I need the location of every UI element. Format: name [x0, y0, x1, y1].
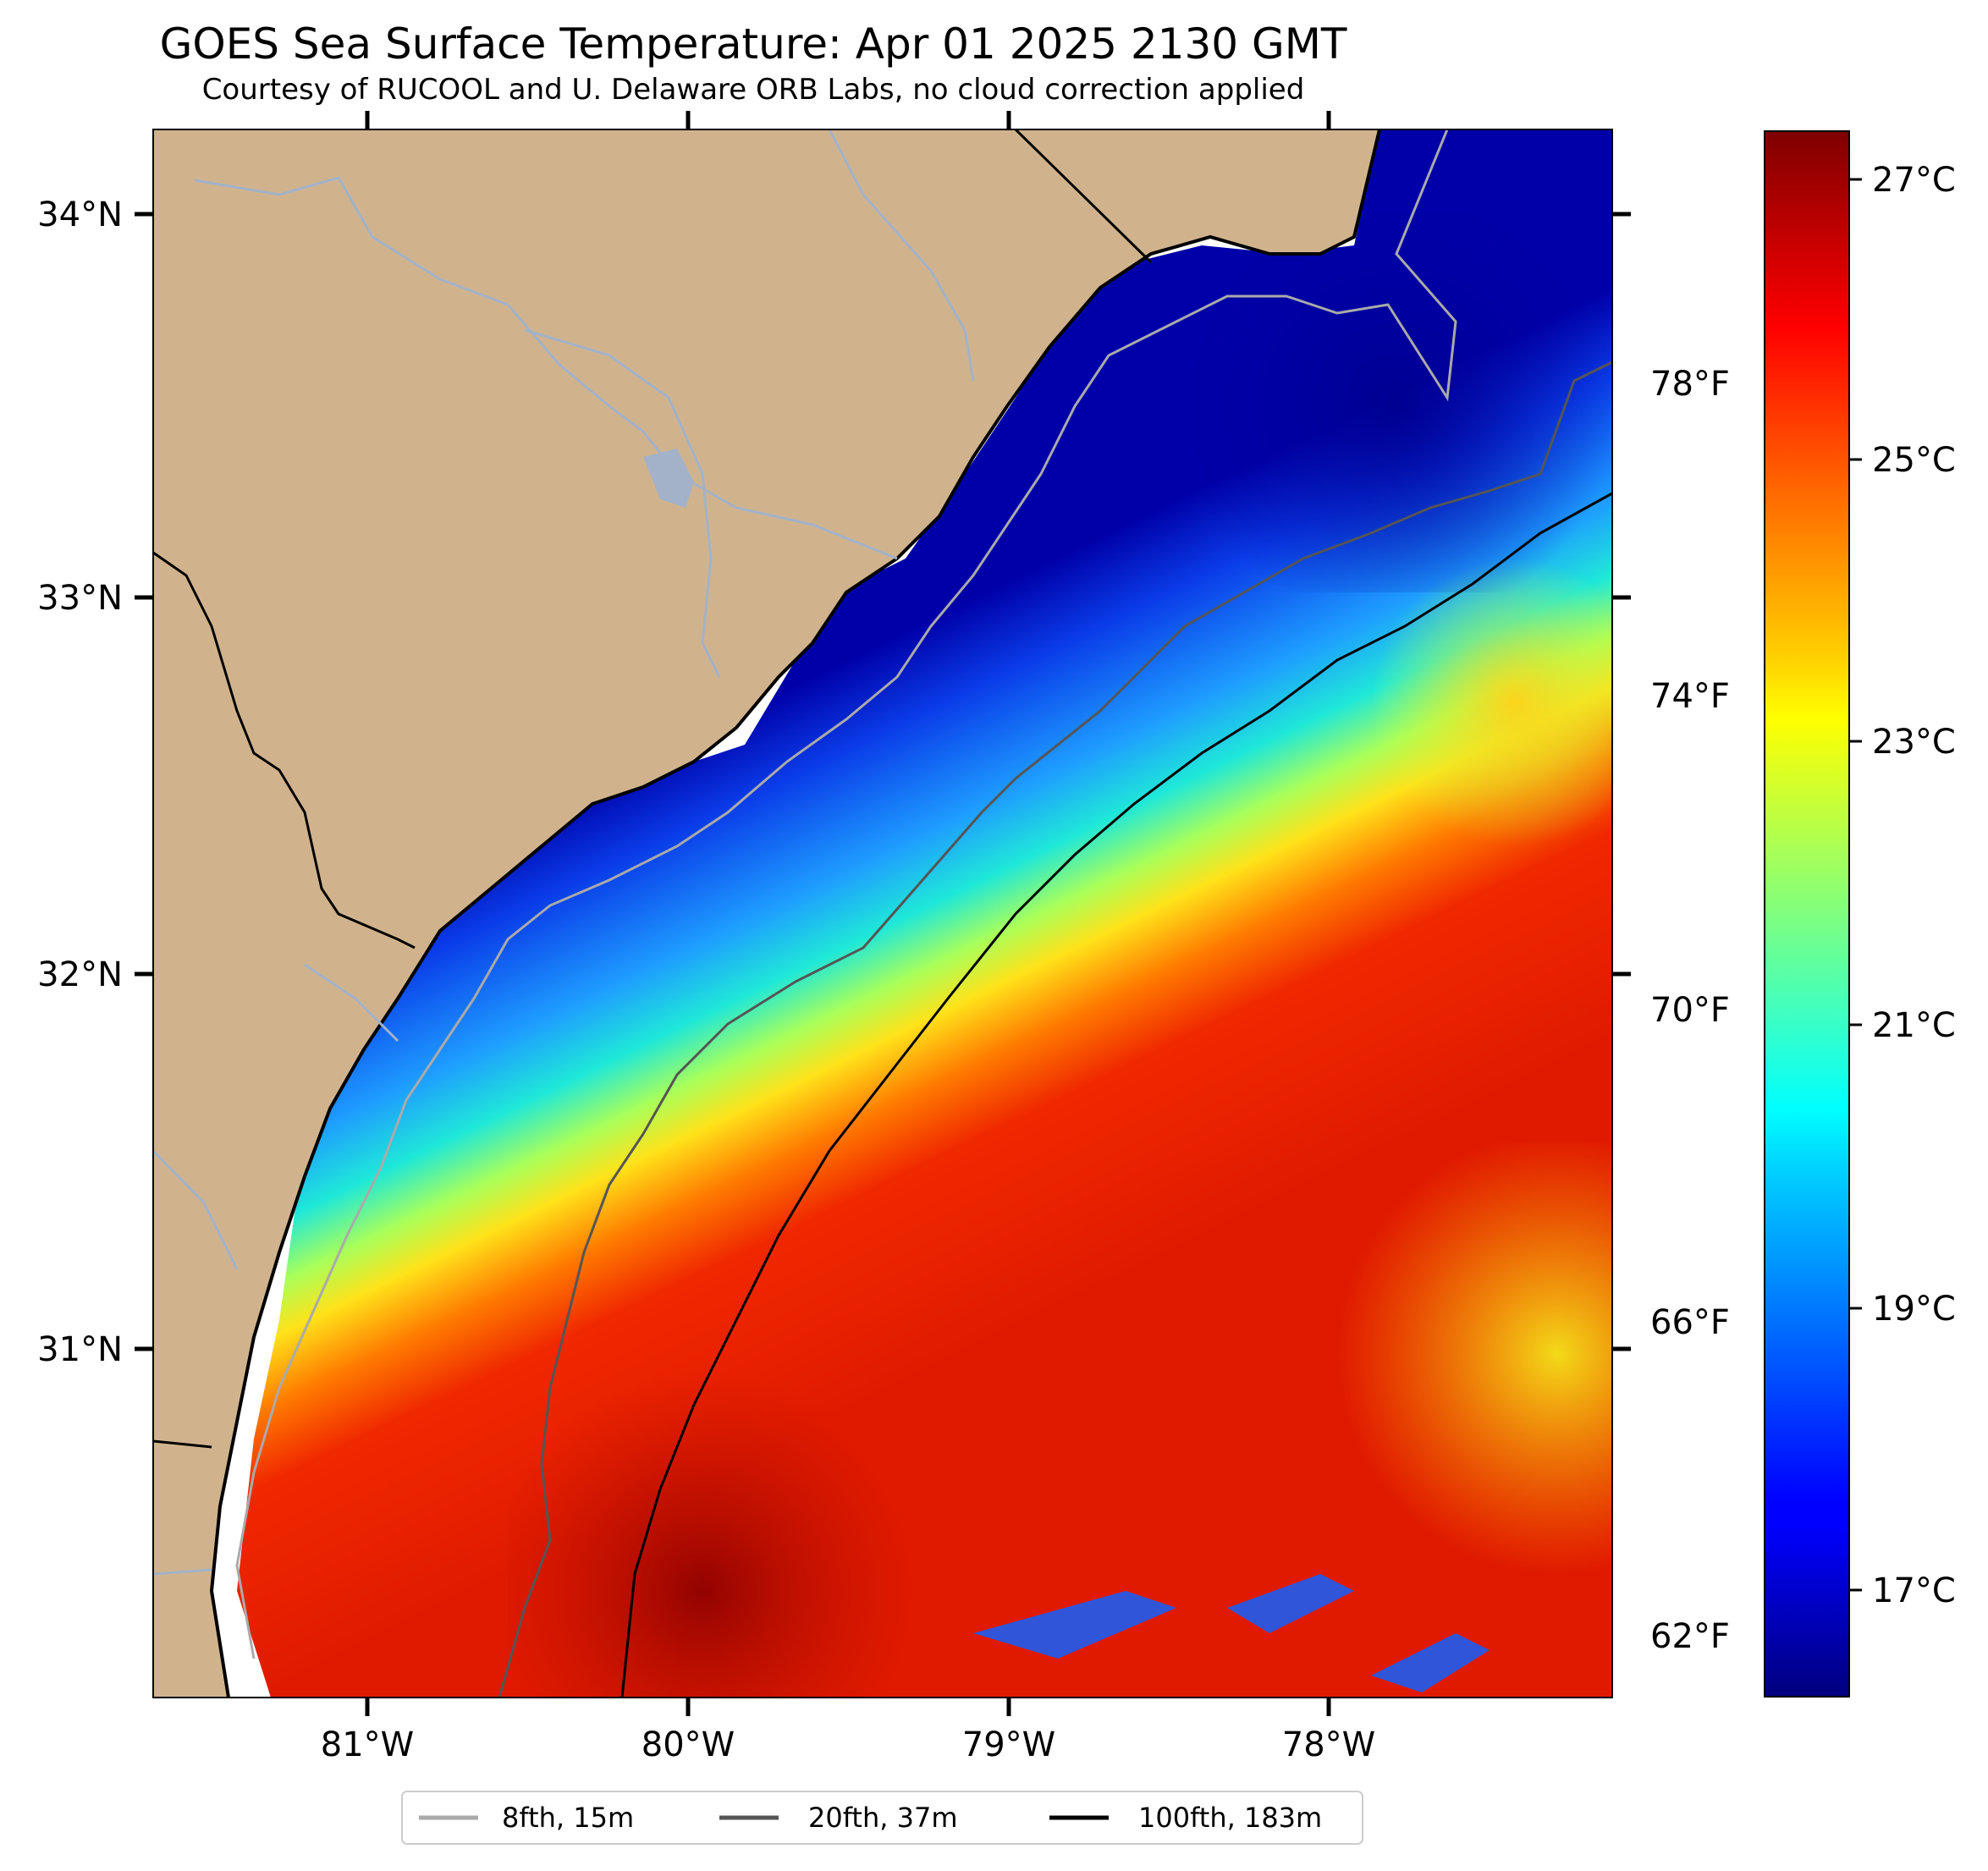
lat-tick-label: 33°N: [37, 579, 123, 618]
yellow-east-shading: [1312, 1142, 1612, 1698]
isobath-8fth: [235, 129, 1457, 1659]
legend: 8fth, 15m 20fth, 37m 100fth, 183m: [401, 1791, 1363, 1845]
isobath-20fth: [498, 360, 1612, 1698]
colorbar-gradient: [1764, 130, 1850, 1698]
celsius-label: 21°C: [1872, 1006, 1956, 1045]
lat-tick-label: 31°N: [37, 1330, 123, 1369]
celsius-label: 27°C: [1872, 161, 1956, 200]
latitude-ticks-left: [135, 212, 153, 1351]
warm-core-shading: [508, 1312, 1016, 1698]
latitude-ticks-right: [1612, 212, 1631, 1351]
celsius-label: 19°C: [1872, 1290, 1956, 1329]
fahrenheit-label: 74°F: [1650, 677, 1730, 716]
lon-tick-label: 79°W: [962, 1725, 1055, 1764]
fahrenheit-label: 62°F: [1650, 1617, 1730, 1656]
cool-patches-south: [973, 1574, 1490, 1692]
longitude-ticks: [365, 111, 1331, 1716]
lon-tick-label: 78°W: [1282, 1725, 1375, 1764]
isobath-100fth: [620, 492, 1612, 1698]
lat-tick-label: 32°N: [37, 955, 123, 994]
legend-label-20fth: 20fth, 37m: [808, 1802, 957, 1834]
state-border-ga-fl: [153, 1439, 212, 1449]
state-border-nc-sc: [1014, 129, 1153, 264]
state-border: [153, 551, 416, 949]
lat-tick-label: 34°N: [37, 195, 123, 234]
celsius-label: 25°C: [1872, 441, 1956, 480]
coastline: [209, 129, 1381, 1698]
yellow-northeast-shading: [1354, 550, 1612, 846]
land-area: [153, 129, 1379, 1698]
legend-label-100fth: 100fth, 183m: [1138, 1802, 1322, 1834]
reservoir: [643, 448, 694, 508]
map-frame: [152, 129, 1613, 1698]
dark-blue-northeast-shading: [1143, 212, 1612, 592]
fahrenheit-label: 78°F: [1650, 365, 1730, 404]
river-lines: [153, 129, 975, 1576]
celsius-label: 17°C: [1872, 1571, 1956, 1610]
legend-label-8fth: 8fth, 15m: [502, 1802, 634, 1834]
lon-tick-label: 80°W: [642, 1725, 735, 1764]
fahrenheit-label: 70°F: [1650, 991, 1730, 1030]
fahrenheit-label: 66°F: [1650, 1303, 1730, 1342]
chart-subtitle: Courtesy of RUCOOL and U. Delaware ORB L…: [201, 73, 1305, 107]
colorbar: 27°C 25°C 23°C 21°C 19°C 17°C: [1764, 130, 1956, 1698]
celsius-label: 23°C: [1872, 723, 1956, 762]
map-panel: [153, 129, 1612, 1698]
lon-tick-label: 81°W: [321, 1725, 414, 1764]
chart-title: GOES Sea Surface Temperature: Apr 01 202…: [159, 19, 1347, 69]
legend-box: [401, 1791, 1363, 1845]
